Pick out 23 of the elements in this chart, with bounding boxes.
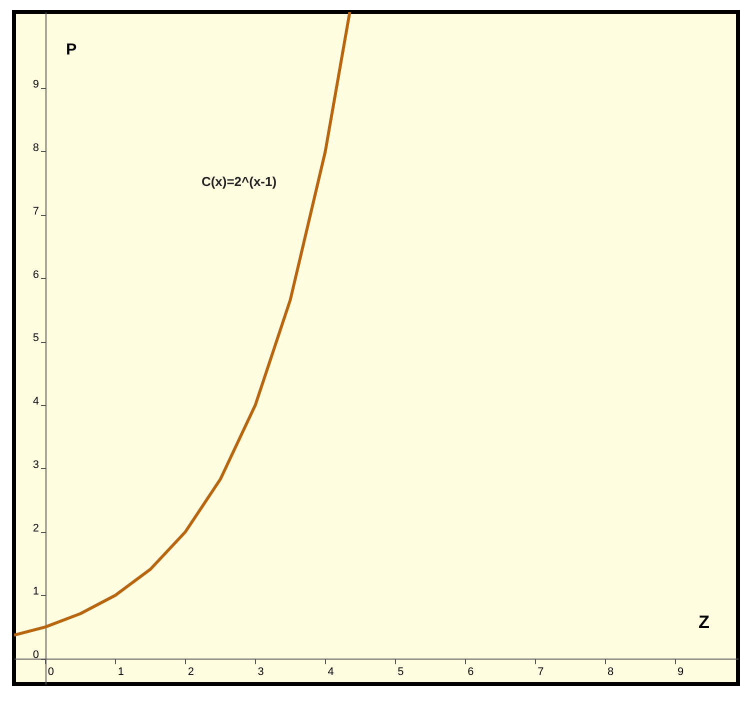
x-axis-title: Z xyxy=(698,612,710,632)
y-tick-label: 3 xyxy=(32,458,39,471)
x-tick-label: 8 xyxy=(608,666,614,678)
y-tick-label: 4 xyxy=(32,396,39,408)
x-tick-label: 1 xyxy=(118,666,124,678)
y-tick-label: 0 xyxy=(32,649,39,662)
x-tick-label: 4 xyxy=(328,666,334,678)
y-tick-label: 7 xyxy=(32,205,39,218)
x-tick-label: 7 xyxy=(538,666,544,678)
x-tick-label: 5 xyxy=(398,666,404,678)
x-tick-label: 3 xyxy=(258,666,264,678)
y-tick-label: 8 xyxy=(32,142,39,154)
annotation: C(x)=2^(x-1) xyxy=(201,174,277,189)
y-axis-title: P xyxy=(66,42,77,58)
x-tick-label: 9 xyxy=(677,666,684,678)
y-tick-label: 6 xyxy=(32,268,39,281)
x-tick-label: 6 xyxy=(468,666,474,678)
x-tick-label: 2 xyxy=(188,666,194,678)
x-tick-label: 0 xyxy=(48,666,54,678)
y-tick-label: 2 xyxy=(32,522,39,534)
y-tick-label: 9 xyxy=(32,78,39,91)
y-tick-label: 1 xyxy=(32,586,39,598)
y-tick-label: 5 xyxy=(32,332,39,344)
